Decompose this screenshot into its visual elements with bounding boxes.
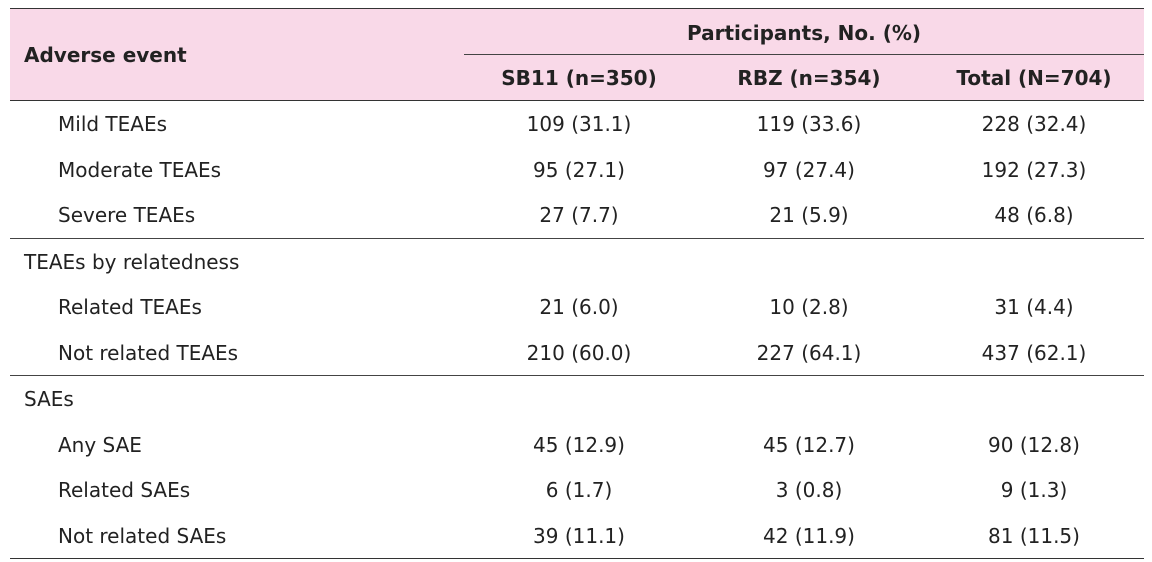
cell-sb11: 45 (12.9) (533, 432, 625, 457)
table-row: Not related TEAEs 210 (60.0) 227 (64.1) … (10, 330, 1144, 376)
table-row: Not related SAEs 39 (11.1) 42 (11.9) 81 … (10, 513, 1144, 559)
section-row: TEAEs by relatedness (10, 239, 1144, 285)
cell-rbz: 45 (12.7) (763, 432, 855, 457)
cell-total: 192 (27.3) (981, 157, 1087, 182)
cell-total: 48 (6.8) (994, 203, 1074, 227)
participants-header: Participants, No. (%) (686, 21, 922, 45)
cell-sb11: 210 (60.0) (526, 340, 632, 365)
row-label: Related SAEs (58, 478, 191, 502)
cell-sb11: 21 (6.0) (539, 295, 619, 319)
section-label: SAEs (24, 387, 74, 411)
cell-sb11: 27 (7.7) (539, 203, 619, 227)
cell-rbz: 21 (5.9) (769, 203, 849, 227)
row-label: Related TEAEs (58, 295, 202, 319)
table-row: Mild TEAEs 109 (31.1) 119 (33.6) 228 (32… (10, 101, 1144, 147)
cell-total: 31 (4.4) (994, 295, 1074, 319)
cell-rbz: 227 (64.1) (756, 340, 862, 365)
row-label: Mild TEAEs (58, 112, 168, 136)
cell-rbz: 119 (33.6) (756, 112, 862, 136)
cell-sb11: 95 (27.1) (533, 157, 625, 182)
table-row: Any SAE 45 (12.9) 45 (12.7) 90 (12.8) (10, 422, 1144, 468)
cell-total: 437 (62.1) (981, 340, 1087, 365)
cell-total: 81 (11.5) (988, 523, 1080, 548)
section-row: SAEs (10, 376, 1144, 422)
row-label: Not related TEAEs (58, 340, 239, 365)
adverse-events-table: Adverse event Participants, No. (%) SB11… (10, 8, 1144, 559)
cell-rbz: 3 (0.8) (775, 478, 843, 502)
cell-rbz: 10 (2.8) (769, 295, 849, 319)
column-header-rbz: RBZ (n=354) (737, 66, 881, 90)
header-divider (464, 54, 1144, 55)
section-label: TEAEs by relatedness (24, 249, 240, 274)
row-label: Moderate TEAEs (58, 157, 222, 182)
table-row: Related SAEs 6 (1.7) 3 (0.8) 9 (1.3) (10, 467, 1144, 513)
cell-sb11: 109 (31.1) (526, 112, 632, 136)
cell-rbz: 97 (27.4) (763, 157, 855, 182)
cell-total: 9 (1.3) (1000, 478, 1068, 502)
table-row: Moderate TEAEs 95 (27.1) 97 (27.4) 192 (… (10, 147, 1144, 193)
column-header-sb11: SB11 (n=350) (501, 66, 657, 90)
cell-total: 228 (32.4) (981, 112, 1087, 136)
row-label: Severe TEAEs (58, 203, 196, 227)
column-header-total: Total (N=704) (956, 66, 1112, 90)
cell-sb11: 6 (1.7) (545, 478, 613, 502)
cell-rbz: 42 (11.9) (763, 523, 855, 548)
table-row: Severe TEAEs 27 (7.7) 21 (5.9) 48 (6.8) (10, 192, 1144, 239)
row-label: Any SAE (58, 432, 142, 457)
table-header: Adverse event Participants, No. (%) SB11… (10, 8, 1144, 101)
row-label: Not related SAEs (58, 523, 227, 548)
adverse-event-header: Adverse event (24, 43, 187, 67)
table-row: Related TEAEs 21 (6.0) 10 (2.8) 31 (4.4) (10, 284, 1144, 330)
cell-total: 90 (12.8) (988, 432, 1080, 457)
cell-sb11: 39 (11.1) (533, 523, 625, 548)
